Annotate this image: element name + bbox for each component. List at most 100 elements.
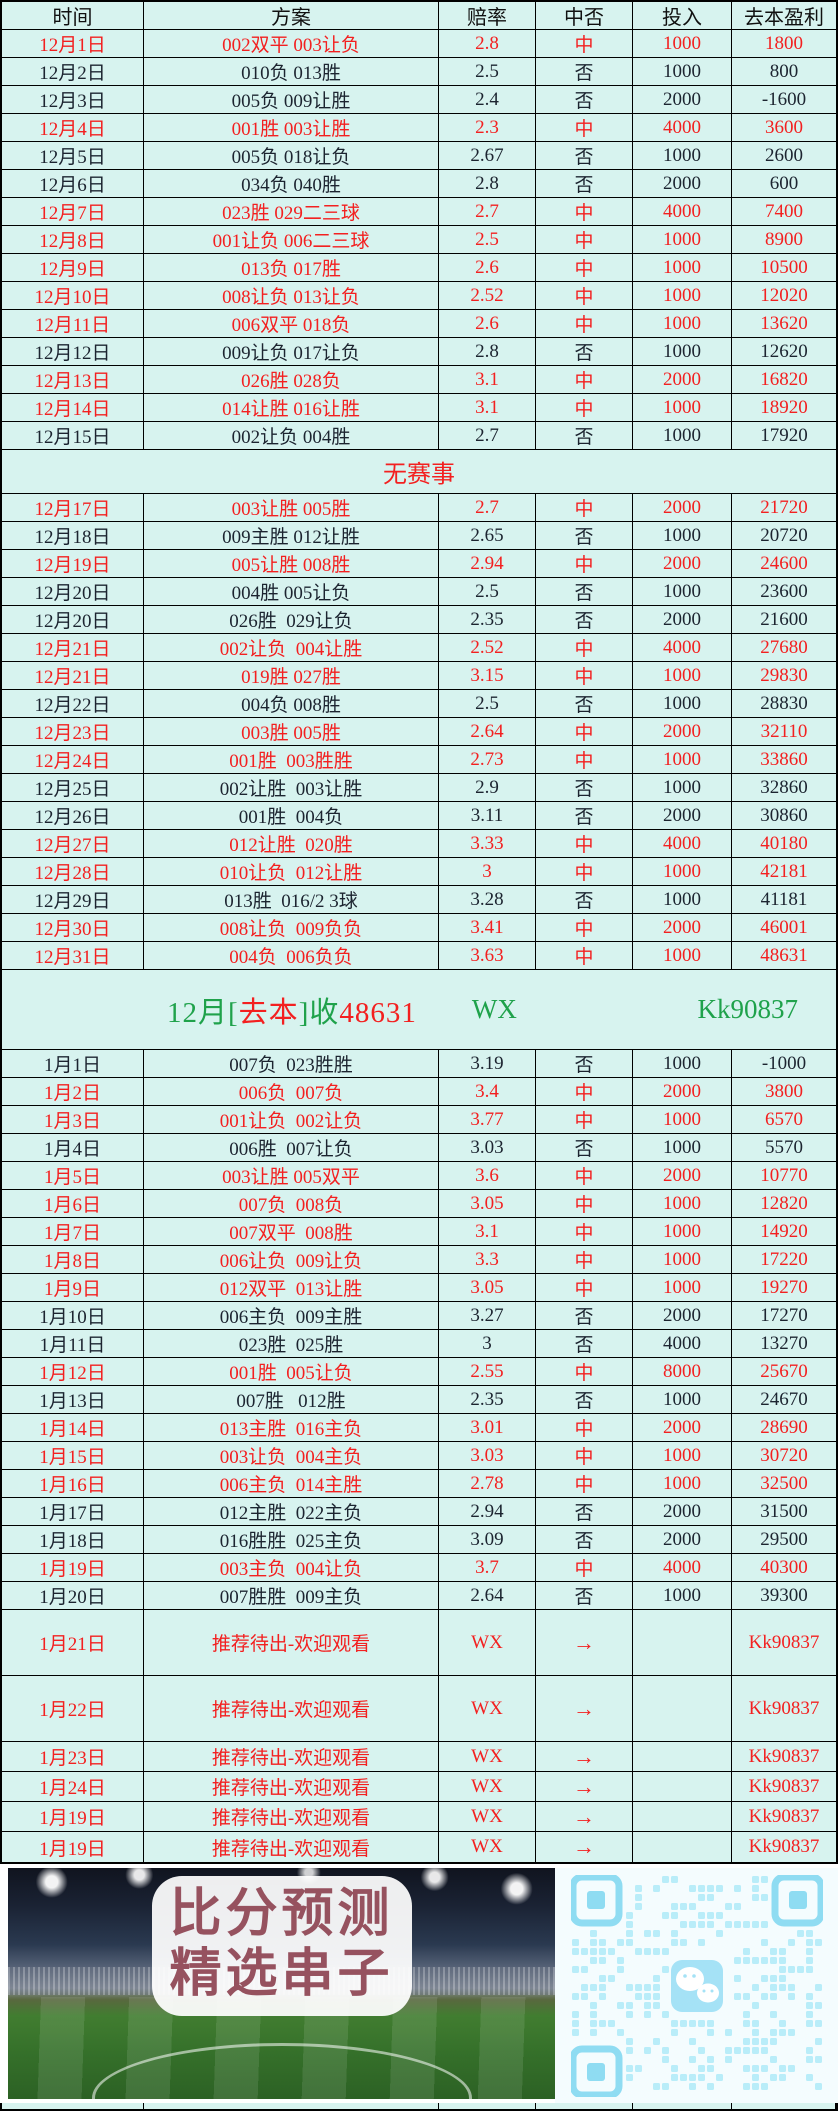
profit-cell: 48631 <box>760 944 808 966</box>
plan-cell: 002让负 004让胜 <box>144 634 439 661</box>
date-cell: 12月24日 <box>2 746 144 773</box>
profit-cell: 2600 <box>765 144 803 166</box>
profit-cell: 40300 <box>760 1556 808 1578</box>
date-cell: 12月31日 <box>2 942 144 969</box>
stake-cell: 1000 <box>633 522 732 549</box>
table-row: 12月3日 005负 009让胜 2.4 否 2000 -1600 <box>2 86 836 114</box>
profit-cell: 23600 <box>760 580 808 602</box>
stake-cell: 1000 <box>633 1218 732 1245</box>
odds-cell: 2.8 <box>439 30 536 57</box>
date-cell: 12月26日 <box>2 802 144 829</box>
table-row: 12月12日 009让负 017让负 2.8 否 1000 12620 <box>2 338 836 366</box>
profit-cell: 21720 <box>760 496 808 518</box>
stake-cell: 1000 <box>633 394 732 421</box>
odds-cell: 3.1 <box>439 366 536 393</box>
odds-cell: 3.63 <box>439 942 536 969</box>
odds-cell: 3.05 <box>439 1274 536 1301</box>
hit-cell: 否 <box>536 338 633 365</box>
plan-cell: 推荐待出-欢迎观看 <box>144 1610 439 1675</box>
table-row: 12月10日 008让负 013让负 2.52 中 1000 12020 <box>2 282 836 310</box>
date-cell: 12月23日 <box>2 718 144 745</box>
date-cell: 1月24日 <box>2 1772 144 1801</box>
table-row: 1月13日 007胜 012胜 2.35 否 1000 24670 <box>2 1386 836 1414</box>
hit-cell: 中 <box>536 1470 633 1497</box>
stake-cell: 1000 <box>633 30 732 57</box>
table-row: 12月7日 023胜 029二三球 2.7 中 4000 7400 <box>2 198 836 226</box>
date-cell: 12月28日 <box>2 858 144 885</box>
column-header-date: 时间 <box>2 2 144 29</box>
plan-cell: 009让负 017让负 <box>144 338 439 365</box>
plan-cell: 004胜 005让负 <box>144 578 439 605</box>
table-row: 1月7日 007双平 008胜 3.1 中 1000 14920 <box>2 1218 836 1246</box>
stake-cell: 2000 <box>633 1302 732 1329</box>
profit-cell: 25670 <box>760 1360 808 1382</box>
promo-row: 1月23日 推荐待出-欢迎观看 WX → Kk90837 <box>2 1742 836 1772</box>
profit-cell: 29830 <box>760 664 808 686</box>
hit-cell: 否 <box>536 1302 633 1329</box>
hit-cell: → <box>536 1802 633 1831</box>
month-summary: 12月[去本]收48631 WX Kk90837 <box>2 970 836 1049</box>
table-row: 12月19日 005让胜 008胜 2.94 中 2000 24600 <box>2 550 836 578</box>
banner-caption-line2: 精选串子 <box>169 1945 394 2003</box>
plan-cell: 推荐待出-欢迎观看 <box>144 1772 439 1801</box>
grid-strip-cell <box>144 2103 439 2109</box>
odds-cell: 3 <box>439 858 536 885</box>
hit-cell: 中 <box>536 310 633 337</box>
odds-cell: 3.03 <box>439 1134 536 1161</box>
plan-cell: 023胜 029二三球 <box>144 198 439 225</box>
qr-panel <box>555 1868 838 2103</box>
hit-cell: 中 <box>536 394 633 421</box>
profit-cell: 39300 <box>760 1584 808 1606</box>
table-row: 12月22日 004负 008胜 2.5 否 1000 28830 <box>2 690 836 718</box>
plan-cell: 003胜 005胜 <box>144 718 439 745</box>
date-cell: 12月8日 <box>2 226 144 253</box>
table-row: 12月1日 002双平 003让负 2.8 中 1000 1800 <box>2 30 836 58</box>
hit-cell: 否 <box>536 170 633 197</box>
stake-cell: 1000 <box>633 58 732 85</box>
stake-cell: 1000 <box>633 422 732 449</box>
hit-cell: 否 <box>536 802 633 829</box>
table-row: 12月9日 013负 017胜 2.6 中 1000 10500 <box>2 254 836 282</box>
table-row: 12月6日 034负 040胜 2.8 否 2000 600 <box>2 170 836 198</box>
profit-cell: Kk90837 <box>748 1697 820 1719</box>
date-cell: 12月10日 <box>2 282 144 309</box>
plan-cell: 003主负 004让负 <box>144 1554 439 1581</box>
date-cell: 12月11日 <box>2 310 144 337</box>
odds-cell: 2.8 <box>439 338 536 365</box>
hit-cell: 中 <box>536 662 633 689</box>
date-cell: 12月5日 <box>2 142 144 169</box>
stake-cell: 4000 <box>633 1554 732 1581</box>
hit-cell: 中 <box>536 494 633 521</box>
profit-cell: 32110 <box>760 720 808 742</box>
plan-cell: 005负 018让负 <box>144 142 439 169</box>
hit-cell: → <box>536 1676 633 1741</box>
date-cell: 12月4日 <box>2 114 144 141</box>
profit-cell: 30860 <box>760 804 808 826</box>
date-cell: 12月3日 <box>2 86 144 113</box>
plan-cell: 007负 008负 <box>144 1190 439 1217</box>
hit-cell: 中 <box>536 1246 633 1273</box>
hit-cell: 中 <box>536 830 633 857</box>
odds-cell: 3.11 <box>439 802 536 829</box>
hit-cell: 中 <box>536 634 633 661</box>
odds-cell: 2.73 <box>439 746 536 773</box>
date-cell: 1月2日 <box>2 1078 144 1105</box>
plan-cell: 005让胜 008胜 <box>144 550 439 577</box>
table-row: 12月11日 006双平 018负 2.6 中 1000 13620 <box>2 310 836 338</box>
odds-cell: 2.5 <box>439 226 536 253</box>
stake-cell: 1000 <box>633 1470 732 1497</box>
plan-cell: 008让负 009负负 <box>144 914 439 941</box>
table-row: 1月17日 012主胜 022主负 2.94 否 2000 31500 <box>2 1498 836 1526</box>
profit-cell: 41181 <box>760 888 808 910</box>
date-cell: 1月13日 <box>2 1386 144 1413</box>
grid-strip-cell <box>732 2103 836 2109</box>
stake-cell: 1000 <box>633 886 732 913</box>
plan-cell: 005负 009让胜 <box>144 86 439 113</box>
profit-cell: 12620 <box>760 340 808 362</box>
plan-cell: 推荐待出-欢迎观看 <box>144 1676 439 1741</box>
date-cell: 1月17日 <box>2 1498 144 1525</box>
date-cell: 12月7日 <box>2 198 144 225</box>
odds-cell: 3.33 <box>439 830 536 857</box>
table-row: 1月12日 001胜 005让负 2.55 中 8000 25670 <box>2 1358 836 1386</box>
hit-cell: 中 <box>536 254 633 281</box>
